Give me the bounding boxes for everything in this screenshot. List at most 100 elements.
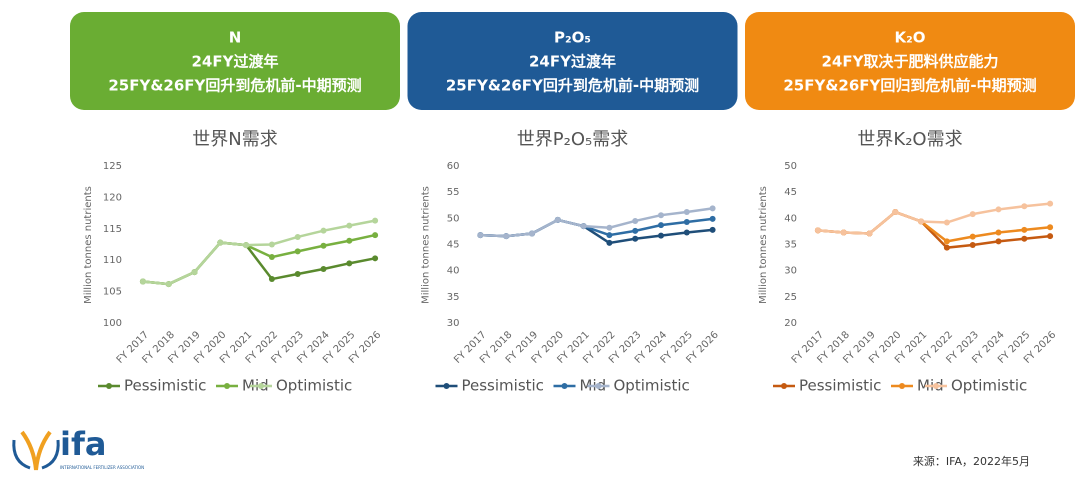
y-tick-label: 40 <box>784 213 797 224</box>
legend-label: Pessimistic <box>799 377 881 395</box>
y-axis-label: Million tonnes nutrients <box>758 186 769 304</box>
point <box>294 233 301 240</box>
header-line: 24FY过渡年 <box>192 53 279 71</box>
point <box>372 217 379 224</box>
y-tick-label: 35 <box>447 292 460 303</box>
point <box>658 222 664 229</box>
point <box>683 229 690 236</box>
y-tick-label: 110 <box>103 255 122 266</box>
header-box <box>745 12 1075 110</box>
point <box>606 239 613 246</box>
legend-label: Pessimistic <box>462 377 544 395</box>
point <box>606 232 613 239</box>
series-line <box>142 241 376 286</box>
point <box>632 227 639 234</box>
header-line: 25FY&26FY回升到危机前-中期预测 <box>446 77 699 95</box>
chart-title: 世界K₂O需求 <box>857 129 962 150</box>
point <box>995 238 1002 245</box>
source: 来源：IFA，2022年5月 <box>913 454 1030 468</box>
y-tick-label: 115 <box>103 224 122 235</box>
series-line <box>142 233 376 286</box>
point <box>346 222 353 229</box>
point <box>268 254 275 261</box>
series-line <box>142 219 376 286</box>
point <box>969 233 976 240</box>
y-tick-label: 120 <box>103 192 122 203</box>
point <box>346 237 353 244</box>
point <box>243 242 250 249</box>
point <box>840 229 847 236</box>
point <box>1047 200 1054 207</box>
y-tick-label: 55 <box>447 187 460 198</box>
point <box>217 239 224 246</box>
legend-marker <box>106 383 112 389</box>
legend-marker <box>899 383 905 389</box>
legend-marker <box>258 383 264 389</box>
header-line: 24FY过渡年 <box>529 53 616 71</box>
y-tick-label: 45 <box>447 240 460 251</box>
point <box>554 216 561 223</box>
y-tick-label: 30 <box>784 266 797 277</box>
point <box>995 229 1002 236</box>
point <box>892 209 899 216</box>
point <box>529 230 535 237</box>
header-box <box>407 12 738 110</box>
y-tick-label: 45 <box>784 187 797 198</box>
series-line <box>480 207 713 238</box>
header-line: N <box>229 29 242 47</box>
y-tick-label: 35 <box>784 240 797 251</box>
logo: ifa INTERNATIONAL FERTILIZER ASSOCIATION <box>12 425 144 471</box>
legend-marker <box>595 383 602 389</box>
point <box>139 278 146 285</box>
point <box>709 205 716 212</box>
series-line <box>817 202 1051 235</box>
point <box>1047 233 1054 240</box>
point <box>943 219 950 226</box>
point <box>268 241 275 248</box>
point <box>294 271 301 278</box>
point <box>814 227 821 234</box>
y-axis-label: Million tonnes nutrients <box>421 186 432 304</box>
y-tick-label: 50 <box>447 213 460 224</box>
logo-icon <box>12 439 60 470</box>
point <box>165 281 172 288</box>
header-box <box>70 12 400 110</box>
header-line: K₂O <box>895 29 926 47</box>
series-line <box>817 210 1051 243</box>
point <box>503 233 510 240</box>
point <box>632 217 639 224</box>
legend-marker <box>443 383 450 389</box>
legend-label: Optimistic <box>614 377 690 395</box>
y-tick-label: 105 <box>103 287 122 298</box>
legend-label: Optimistic <box>276 377 352 395</box>
legend-marker <box>781 383 787 389</box>
point <box>320 227 327 234</box>
point <box>709 215 716 222</box>
point <box>372 255 379 262</box>
chart-title: 世界N需求 <box>192 129 277 150</box>
point <box>1021 226 1028 233</box>
logo-icon <box>20 430 52 471</box>
point <box>969 211 976 218</box>
point <box>580 223 587 230</box>
point <box>320 242 327 249</box>
point <box>943 244 950 251</box>
header-line: P₂O₅ <box>554 29 591 47</box>
point <box>477 232 484 239</box>
point <box>1047 224 1054 231</box>
header-line: 24FY取决于肥料供应能力 <box>822 53 999 71</box>
legend-marker <box>561 383 568 389</box>
point <box>658 212 664 219</box>
y-tick-label: 20 <box>784 318 797 329</box>
logo-subtitle: INTERNATIONAL FERTILIZER ASSOCIATION <box>60 465 144 470</box>
point <box>346 260 353 267</box>
chart-title: 世界P₂O₅需求 <box>517 129 628 150</box>
point <box>866 230 873 237</box>
y-axis-label: Million tonnes nutrients <box>83 186 94 304</box>
header-line: 25FY&26FY回升到危机前-中期预测 <box>108 77 361 95</box>
y-tick-label: 30 <box>447 318 460 329</box>
point <box>372 232 379 239</box>
point <box>294 248 301 255</box>
